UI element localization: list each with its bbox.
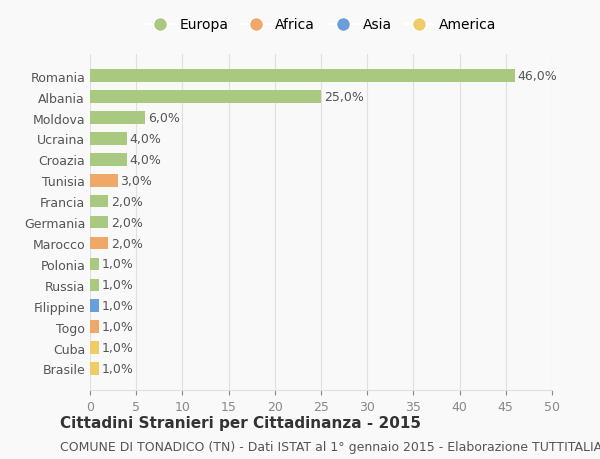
- Bar: [90, 133, 127, 146]
- Bar: [90, 363, 99, 375]
- Text: 1,0%: 1,0%: [102, 279, 134, 291]
- Text: 6,0%: 6,0%: [148, 112, 180, 125]
- Bar: [90, 112, 145, 124]
- Legend: Europa, Africa, Asia, America: Europa, Africa, Asia, America: [146, 18, 496, 33]
- Bar: [90, 91, 321, 104]
- Bar: [90, 279, 99, 291]
- Bar: [90, 300, 99, 312]
- Text: 4,0%: 4,0%: [130, 154, 161, 167]
- Bar: [90, 237, 109, 250]
- Text: Cittadini Stranieri per Cittadinanza - 2015: Cittadini Stranieri per Cittadinanza - 2…: [60, 415, 421, 430]
- Text: 3,0%: 3,0%: [121, 174, 152, 187]
- Text: 46,0%: 46,0%: [518, 70, 557, 83]
- Bar: [90, 70, 515, 83]
- Text: 25,0%: 25,0%: [324, 91, 364, 104]
- Bar: [90, 258, 99, 271]
- Text: 1,0%: 1,0%: [102, 300, 134, 313]
- Bar: [90, 341, 99, 354]
- Text: 1,0%: 1,0%: [102, 362, 134, 375]
- Text: 2,0%: 2,0%: [111, 216, 143, 229]
- Bar: [90, 216, 109, 229]
- Bar: [90, 154, 127, 166]
- Text: 2,0%: 2,0%: [111, 195, 143, 208]
- Text: 1,0%: 1,0%: [102, 258, 134, 271]
- Text: 2,0%: 2,0%: [111, 237, 143, 250]
- Text: 1,0%: 1,0%: [102, 320, 134, 333]
- Bar: [90, 174, 118, 187]
- Text: COMUNE DI TONADICO (TN) - Dati ISTAT al 1° gennaio 2015 - Elaborazione TUTTITALI: COMUNE DI TONADICO (TN) - Dati ISTAT al …: [60, 440, 600, 453]
- Text: 1,0%: 1,0%: [102, 341, 134, 354]
- Bar: [90, 321, 99, 333]
- Text: 4,0%: 4,0%: [130, 133, 161, 146]
- Bar: [90, 196, 109, 208]
